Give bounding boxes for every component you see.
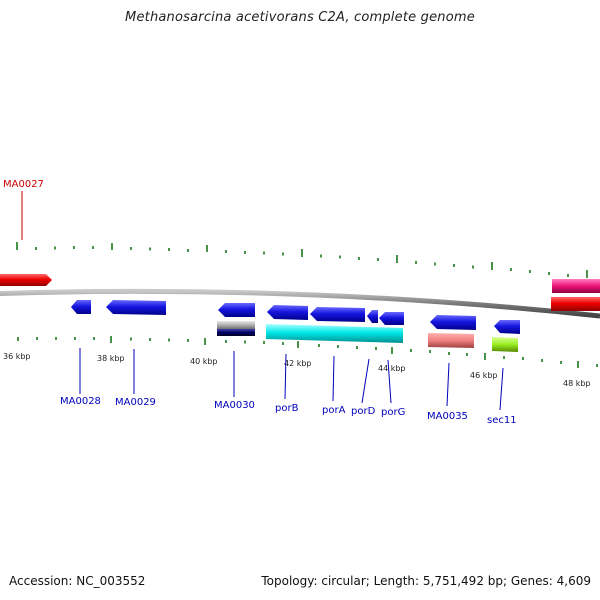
scale-label: 36 kbp (3, 352, 31, 361)
leader-sec11 (499, 367, 504, 411)
gene-label-ma0029[interactable]: MA0029 (115, 397, 156, 408)
scale-label: 44 kbp (378, 364, 406, 373)
gene-cyan-block[interactable] (266, 324, 403, 343)
gene-label-ma0027[interactable]: MA0027 (3, 179, 44, 190)
scale-label: 46 kbp (470, 371, 498, 380)
gene-label-sec11[interactable]: sec11 (487, 415, 517, 426)
gene-lime-block[interactable] (492, 337, 518, 352)
lower-tick-track (17, 336, 598, 368)
gene-ma0029[interactable] (106, 300, 166, 315)
leader-porg (387, 359, 392, 404)
genome-backbone (0, 288, 600, 319)
genome-summary-text: Topology: circular; Length: 5,751,492 bp… (261, 574, 591, 588)
gene-gray-block[interactable] (217, 321, 255, 329)
scale-label: 40 kbp (190, 357, 218, 366)
gene-sec11[interactable] (494, 320, 520, 334)
gene-label-pord[interactable]: porD (351, 406, 376, 417)
gene-forward-red[interactable] (551, 297, 600, 311)
scale-label: 48 kbp (563, 379, 591, 388)
gene-pora[interactable] (310, 307, 365, 322)
label-leaders (21, 191, 504, 411)
scale-labels: 36 kbp 38 kbp 40 kbp 42 kbp 44 kbp 46 kb… (3, 352, 591, 388)
reverse-genes (71, 300, 520, 352)
gene-label-ma0030[interactable]: MA0030 (214, 400, 255, 411)
gene-labels: MA0027 MA0028 MA0029 MA0030 porB porA po… (3, 179, 517, 426)
gene-label-ma0035[interactable]: MA0035 (427, 411, 468, 422)
upper-tick-track (16, 242, 588, 278)
map-title: Methanosarcina acetivorans C2A, complete… (125, 10, 475, 25)
leader-porb (284, 353, 287, 400)
accession-text: Accession: NC_003552 (9, 574, 146, 588)
gene-label-ma0028[interactable]: MA0028 (60, 396, 101, 407)
gene-label-pora[interactable]: porA (322, 405, 346, 416)
gene-label-porg[interactable]: porG (381, 407, 405, 418)
gene-porg[interactable] (379, 312, 404, 325)
gene-forward-magenta[interactable] (552, 279, 600, 293)
gene-pord[interactable] (367, 310, 378, 323)
gene-ma0028[interactable] (71, 300, 91, 314)
scale-label: 38 kbp (97, 354, 125, 363)
gene-ma0030[interactable] (218, 303, 255, 317)
leader-ma0035 (446, 362, 450, 407)
gene-porb[interactable] (267, 305, 308, 320)
gene-navy-block[interactable] (217, 329, 255, 336)
gene-ma0027[interactable] (0, 274, 52, 286)
leader-pora (332, 355, 335, 402)
forward-genes (0, 274, 600, 311)
gene-label-porb[interactable]: porB (275, 403, 299, 414)
gene-ma0035[interactable] (430, 315, 476, 330)
scale-label: 42 kbp (284, 359, 312, 368)
leader-pord (361, 358, 370, 404)
gene-salmon-block[interactable] (428, 333, 474, 348)
